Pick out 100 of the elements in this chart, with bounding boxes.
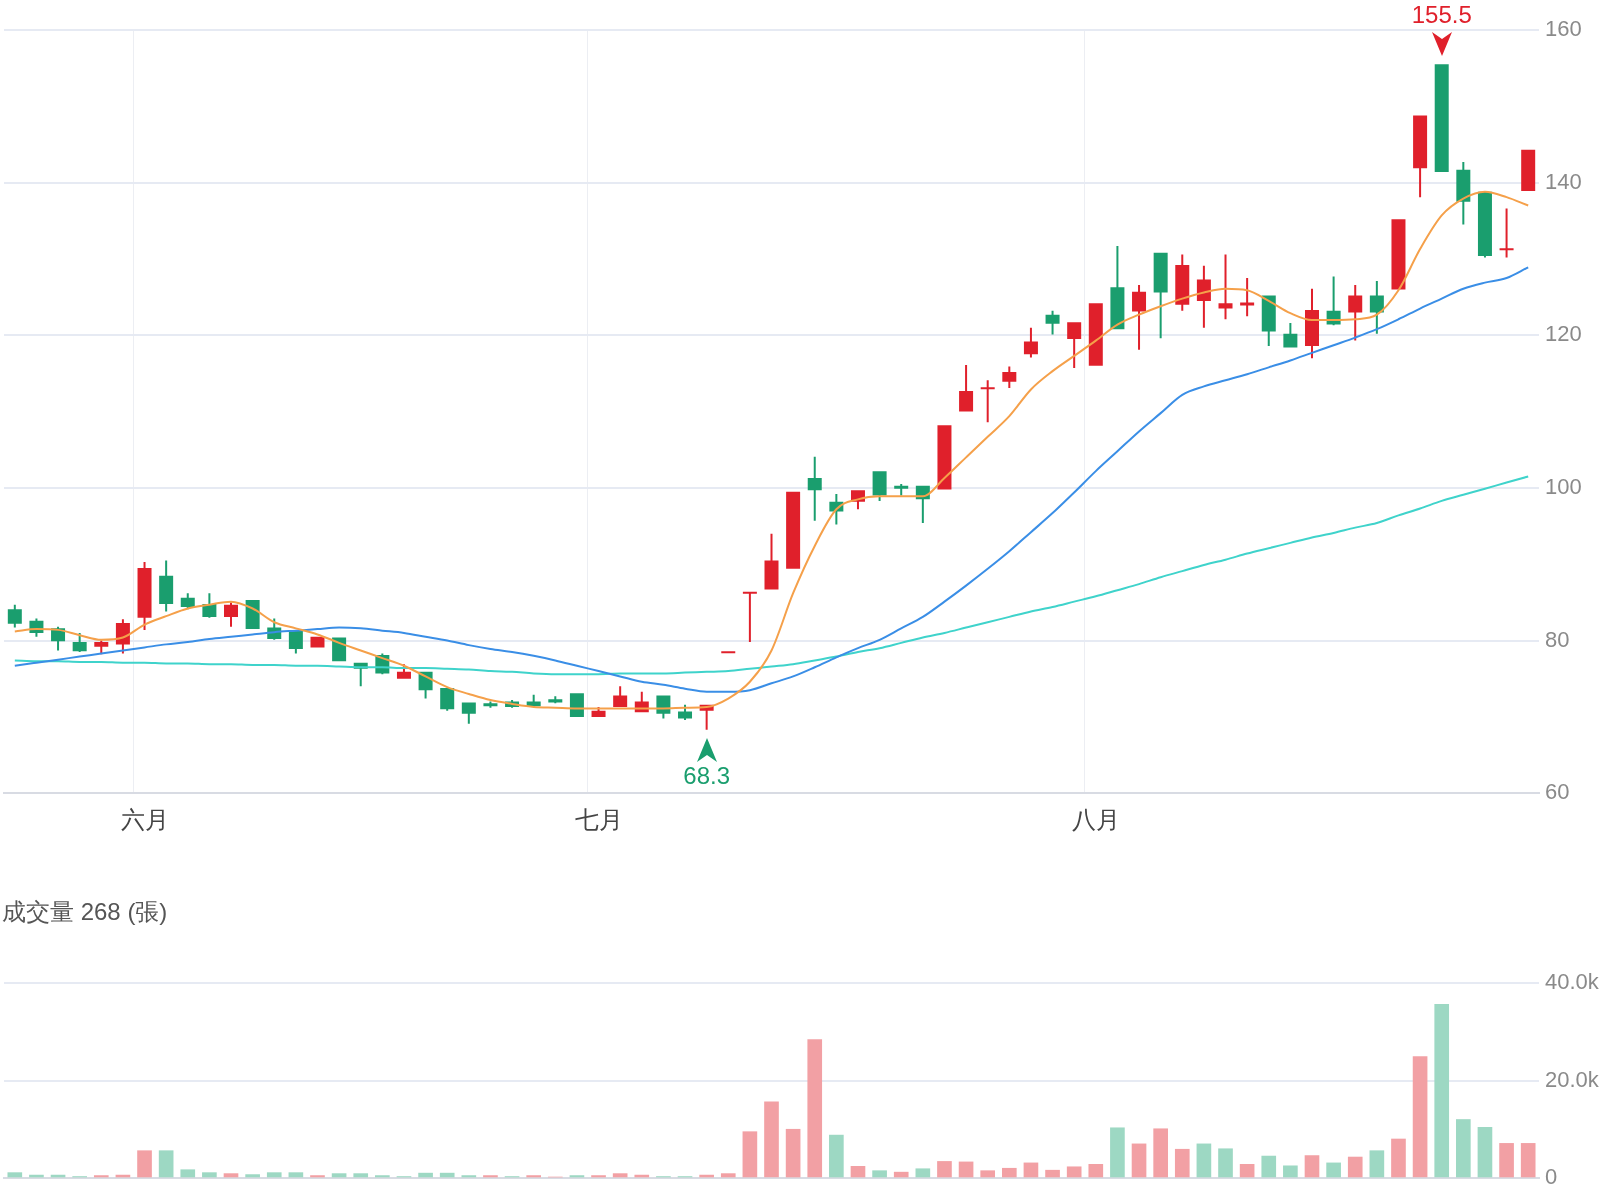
bar — [1131, 1143, 1147, 1178]
candlestick — [1369, 281, 1384, 334]
candlestick — [1434, 64, 1449, 172]
candlestick — [1499, 208, 1514, 258]
bar — [872, 1170, 887, 1178]
candlestick — [569, 693, 584, 717]
candlestick — [440, 687, 455, 711]
bar — [764, 1101, 779, 1178]
candlestick — [1218, 254, 1233, 320]
line-series — [13, 475, 1530, 676]
bar — [1045, 1169, 1060, 1178]
bar — [202, 1172, 217, 1178]
candlestick — [1088, 303, 1103, 366]
bar — [1326, 1162, 1341, 1178]
x-tick-label: 六月 — [120, 806, 169, 834]
bar — [1261, 1155, 1277, 1178]
line-series — [13, 190, 1530, 710]
candlestick — [807, 456, 822, 521]
bar — [439, 1172, 455, 1178]
bar — [266, 1172, 282, 1178]
candlestick — [1110, 245, 1125, 330]
candlestick — [72, 632, 87, 653]
candlestick — [764, 533, 779, 590]
bar — [1218, 1148, 1233, 1178]
bar — [180, 1169, 196, 1178]
bar — [1088, 1164, 1104, 1178]
bar — [375, 1175, 390, 1178]
candlestick — [742, 591, 757, 643]
bar — [958, 1161, 974, 1178]
candlestick — [224, 602, 239, 627]
bar — [461, 1175, 477, 1178]
bar — [223, 1173, 239, 1178]
bar — [612, 1173, 628, 1178]
bar — [829, 1134, 844, 1178]
bar — [1239, 1164, 1255, 1178]
line-series — [13, 266, 1530, 693]
y-tick-label: 100 — [1545, 473, 1582, 499]
candlestick — [721, 651, 736, 654]
candlestick — [937, 425, 952, 490]
bar — [526, 1175, 542, 1178]
y-tick-label: 20.0k — [1545, 1066, 1600, 1092]
bar — [1520, 1143, 1536, 1178]
annotation: 155.5 — [1411, 0, 1472, 28]
bar — [353, 1173, 369, 1178]
bar — [1412, 1056, 1428, 1178]
bar — [1369, 1150, 1385, 1178]
candlestick — [1456, 162, 1471, 225]
bar — [850, 1165, 866, 1178]
candlestick — [310, 636, 325, 648]
candlestick — [1326, 276, 1341, 326]
bar — [893, 1171, 909, 1178]
candlestick — [1240, 278, 1255, 317]
bar — [1066, 1166, 1082, 1178]
bar — [331, 1173, 347, 1178]
candlestick — [483, 701, 498, 708]
candlestick — [396, 664, 411, 679]
bar — [1477, 1126, 1493, 1178]
bar — [807, 1039, 823, 1178]
bar — [158, 1150, 174, 1178]
candlestick — [786, 491, 801, 569]
bar — [1023, 1162, 1039, 1178]
candlestick — [1002, 366, 1017, 388]
candlestick — [1067, 322, 1082, 369]
bar — [1196, 1143, 1212, 1178]
candlestick — [245, 600, 260, 630]
y-tick-label: 140 — [1545, 168, 1582, 194]
bar — [7, 1172, 23, 1178]
x-tick-label: 八月 — [1071, 806, 1120, 834]
bar — [720, 1173, 736, 1178]
candlestick — [959, 365, 974, 412]
candlestick — [980, 380, 995, 423]
bar — [245, 1174, 260, 1178]
bar — [1456, 1119, 1471, 1178]
bar — [1283, 1165, 1298, 1178]
candlestick — [1477, 191, 1492, 258]
candlestick — [872, 471, 887, 501]
bar — [483, 1175, 498, 1178]
candlestick — [548, 696, 563, 704]
bar — [1391, 1138, 1406, 1178]
candlestick — [180, 593, 195, 610]
candlestick — [1304, 288, 1319, 359]
candlestick — [894, 484, 909, 496]
candlestick — [1153, 252, 1168, 339]
bar — [1499, 1143, 1514, 1178]
y-tick-label: 60 — [1545, 779, 1570, 805]
bar — [418, 1172, 433, 1178]
bar — [569, 1175, 585, 1178]
bar — [288, 1172, 304, 1178]
bar — [1110, 1127, 1125, 1178]
candlestick — [1261, 295, 1276, 346]
candlestick — [591, 706, 606, 717]
bar — [915, 1168, 931, 1178]
bar — [1153, 1128, 1168, 1178]
annotation: 68.3 — [683, 762, 730, 790]
x-tick-label: 七月 — [574, 806, 623, 834]
bar — [1434, 1004, 1450, 1178]
bar — [310, 1175, 325, 1178]
bar — [785, 1128, 801, 1178]
candlestick — [461, 702, 476, 724]
bar — [591, 1175, 606, 1178]
